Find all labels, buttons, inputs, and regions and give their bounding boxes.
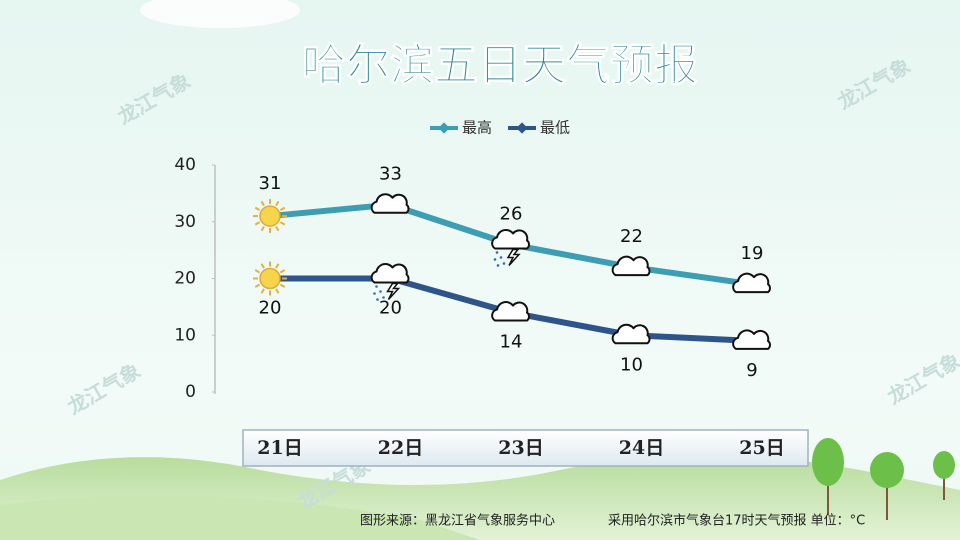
sun-ray: [254, 269, 261, 274]
cloud: [491, 301, 530, 322]
series: 31 33 26 22 19: [253, 164, 771, 294]
sun-ray: [275, 288, 280, 294]
data-label: 26: [500, 203, 523, 224]
rain: [493, 258, 497, 261]
y-tick-label: 30: [174, 212, 196, 232]
rain: [382, 296, 385, 299]
data-label: 20: [379, 298, 402, 319]
rain: [495, 251, 499, 254]
data-label: 31: [259, 173, 282, 194]
sun-ray: [260, 200, 265, 207]
cloud-deco: [140, 0, 300, 28]
sun-ray: [279, 221, 286, 226]
cloud: [611, 255, 651, 277]
trees: [812, 438, 955, 520]
cloud: [732, 272, 771, 294]
note: 采用哈尔滨市气象台17时天气预报 单位：°C: [608, 513, 865, 529]
x-tick-label: 21日: [257, 437, 302, 459]
sun-ray: [275, 225, 280, 232]
data-label: 20: [259, 298, 282, 319]
y-tick-label: 20: [174, 269, 196, 289]
data-label: 22: [620, 226, 643, 247]
cloud: [370, 263, 410, 284]
data-label: 19: [741, 243, 764, 264]
hill: [0, 495, 480, 540]
y-tick-label: 0: [185, 382, 196, 402]
chart-title: 哈尔滨五日天气预报: [302, 40, 698, 91]
sun-ray: [260, 225, 265, 232]
rain: [376, 298, 379, 301]
sun-ray: [275, 200, 280, 207]
rain: [373, 292, 376, 295]
cloud: [491, 229, 530, 250]
rain: [499, 256, 503, 259]
y-tick-label: 40: [174, 155, 196, 175]
sun-ray: [279, 269, 286, 274]
sun-ray: [254, 221, 261, 226]
legend: 最高 最低: [430, 119, 570, 137]
data-label: 9: [746, 360, 757, 381]
sun-ray: [254, 283, 261, 288]
cloud: [611, 323, 651, 345]
sun-ray: [279, 206, 286, 211]
sun-ray: [260, 263, 265, 269]
sun-ray: [254, 206, 261, 211]
rain: [379, 290, 382, 293]
rain: [496, 264, 500, 267]
rain: [375, 285, 378, 288]
data-label: 14: [500, 332, 523, 353]
y-tick-label: 10: [174, 325, 196, 345]
sun-ray: [275, 263, 280, 269]
legend-label: 最高: [462, 119, 492, 137]
series: 20 20 14 10 9: [253, 261, 771, 381]
sun-ray: [279, 283, 286, 288]
rain: [502, 262, 506, 265]
cloud: [370, 193, 410, 214]
legend-label: 最低: [540, 119, 570, 137]
category-bar: [242, 429, 809, 467]
x-tick-label: 22日: [378, 437, 423, 459]
x-tick-label: 25日: [739, 437, 784, 459]
source: 图形来源：黑龙江省气象服务中心: [360, 513, 555, 529]
data-label: 10: [620, 354, 643, 375]
data-label: 33: [379, 164, 402, 185]
x-tick-label: 23日: [498, 437, 543, 459]
sun-ray: [260, 288, 265, 294]
cloud: [732, 329, 771, 350]
x-tick-label: 24日: [619, 437, 664, 459]
bolt: [506, 248, 521, 266]
sun-disc: [259, 205, 281, 227]
sun-disc: [259, 267, 281, 290]
bolt: [386, 282, 401, 301]
